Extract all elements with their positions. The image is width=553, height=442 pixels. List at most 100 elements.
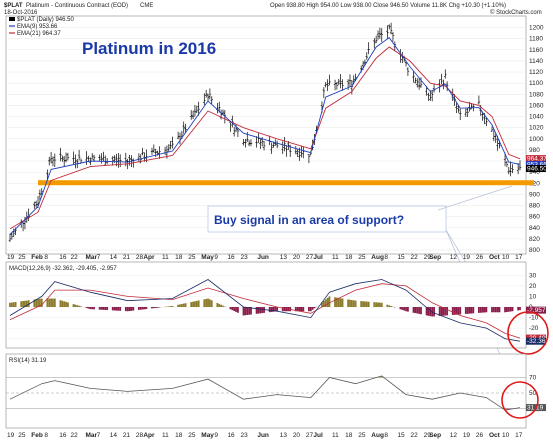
x-tick-label-bottom: 29 bbox=[424, 432, 432, 439]
x-tick-label: 29 bbox=[424, 254, 432, 261]
x-tick-label: Aug bbox=[371, 254, 384, 261]
macd-hist-bar bbox=[483, 307, 486, 313]
x-tick-label: 25 bbox=[358, 254, 366, 261]
macd-hist-bar bbox=[388, 305, 391, 307]
macd-last-tag-box bbox=[526, 306, 546, 314]
x-tick-label: 19 bbox=[463, 254, 471, 261]
x-tick-label-bottom: Sep bbox=[429, 432, 441, 439]
x-tick-label: 14 bbox=[110, 254, 118, 261]
price-last-tag-box bbox=[526, 161, 546, 169]
macd-hist-bar bbox=[509, 307, 512, 312]
x-tick-label-bottom: 21 bbox=[123, 432, 131, 439]
x-tick-label-bottom: 10 bbox=[502, 432, 510, 439]
price-tick-label: 1100 bbox=[529, 80, 543, 87]
x-tick-label-bottom: 25 bbox=[18, 432, 26, 439]
macd-hist-bar bbox=[311, 307, 314, 310]
macd-hist-bar bbox=[412, 307, 415, 313]
price-last-tag-label: 964.37 bbox=[527, 156, 547, 163]
macd-hist-bar bbox=[352, 300, 355, 307]
macd-hist-bar bbox=[72, 304, 75, 307]
x-tick-label: 28 bbox=[136, 254, 144, 261]
price-tick-label: 880 bbox=[529, 203, 540, 210]
macd-hist-bar bbox=[9, 302, 11, 307]
macd-hist-bar bbox=[403, 307, 406, 311]
macd-hist-bar bbox=[229, 307, 232, 310]
macd-hist-bar bbox=[208, 299, 211, 307]
macd-hist-bar bbox=[457, 307, 460, 315]
price-tick-label: 980 bbox=[529, 147, 540, 154]
macd-hist-bar bbox=[106, 307, 109, 311]
macd-hist-bar bbox=[216, 302, 219, 307]
x-tick-label: 10 bbox=[502, 254, 510, 261]
header-date: 18-Oct-2016 bbox=[4, 10, 38, 16]
macd-hist-bar bbox=[52, 298, 54, 307]
macd-hist-bar bbox=[50, 298, 52, 307]
price-tick-label: 1020 bbox=[529, 125, 544, 132]
macd-hist-bar bbox=[192, 301, 194, 307]
price-tick-label: 1060 bbox=[529, 102, 544, 109]
macd-hist-bar bbox=[401, 307, 404, 310]
macd-hist-bar bbox=[453, 307, 456, 315]
x-tick-label: 17 bbox=[515, 254, 523, 261]
macd-hist-bar bbox=[321, 302, 323, 307]
x-tick-label-bottom: 22 bbox=[71, 432, 79, 439]
macd-hist-bar bbox=[63, 301, 66, 307]
macd-hist-bar bbox=[12, 302, 15, 307]
macd-hist-bar bbox=[246, 307, 249, 315]
x-tick-label-bottom: Jun bbox=[257, 432, 269, 439]
macd-hist-bar bbox=[20, 301, 23, 307]
macd-hist-bar bbox=[76, 305, 79, 307]
macd-hist-bar bbox=[104, 307, 107, 310]
x-tick-label-bottom: Feb bbox=[31, 432, 43, 439]
macd-hist-bar bbox=[324, 299, 327, 307]
macd-hist-bar bbox=[171, 305, 174, 307]
x-tick-label-bottom: 26 bbox=[476, 432, 484, 439]
header-exchange: CME bbox=[140, 3, 153, 9]
rsi-overbought-bar bbox=[381, 375, 383, 378]
macd-panel bbox=[5, 261, 527, 349]
macd-hist-bar bbox=[328, 296, 331, 307]
x-tick-label: 15 bbox=[397, 254, 405, 261]
macd-hist-bar bbox=[124, 307, 127, 312]
callout-pointer bbox=[437, 185, 513, 211]
x-tick-label: 22 bbox=[411, 254, 419, 261]
macd-hist-bar bbox=[67, 302, 69, 307]
macd-hist-bar bbox=[481, 307, 484, 313]
macd-hist-bar bbox=[48, 298, 51, 307]
rsi-tick-label: 50 bbox=[529, 390, 537, 397]
macd-hist-bar bbox=[478, 307, 480, 313]
macd-last-tag-box bbox=[526, 337, 546, 345]
macd-hist-bar bbox=[255, 307, 258, 314]
macd-hist-bar bbox=[74, 304, 77, 307]
macd-hist-bar bbox=[375, 302, 378, 307]
macd-hist-bar bbox=[407, 307, 409, 312]
macd-hist-bar bbox=[336, 297, 338, 307]
x-tick-label-bottom: 14 bbox=[110, 432, 118, 439]
x-tick-label: 27 bbox=[306, 254, 314, 261]
macd-hist-bar bbox=[470, 307, 473, 314]
macd-hist-bar bbox=[93, 307, 95, 310]
rsi-oversold-bar bbox=[506, 408, 508, 410]
x-tick-label-bottom: 25 bbox=[188, 432, 196, 439]
price-tick-label: 1140 bbox=[529, 58, 543, 65]
x-tick-label: Jun bbox=[257, 254, 269, 261]
x-axis: 19192525FebFeb8816162222MarMar7714142121… bbox=[7, 254, 523, 439]
x-tick-label-bottom: 25 bbox=[358, 432, 366, 439]
macd-hist-bar bbox=[14, 302, 17, 307]
macd-hist-bar bbox=[65, 301, 67, 307]
macd-hist-bar bbox=[459, 307, 462, 315]
macd-hist-bar bbox=[182, 303, 185, 307]
rsi-panel bbox=[5, 353, 527, 429]
price-tick-label: 1160 bbox=[529, 47, 543, 54]
macd-hist-bar bbox=[89, 307, 92, 310]
macd-tick-label: -20 bbox=[529, 325, 539, 332]
macd-hist-bar bbox=[308, 307, 310, 312]
x-tick-label-bottom: 9 bbox=[214, 432, 218, 439]
macd-hist-bar bbox=[281, 307, 284, 312]
rsi-oversold-bar bbox=[508, 408, 510, 410]
macd-hist-bar bbox=[498, 307, 501, 313]
macd-hist-bar bbox=[78, 305, 81, 307]
macd-hist-bar bbox=[362, 301, 364, 307]
x-tick-label-bottom: 23 bbox=[241, 432, 249, 439]
